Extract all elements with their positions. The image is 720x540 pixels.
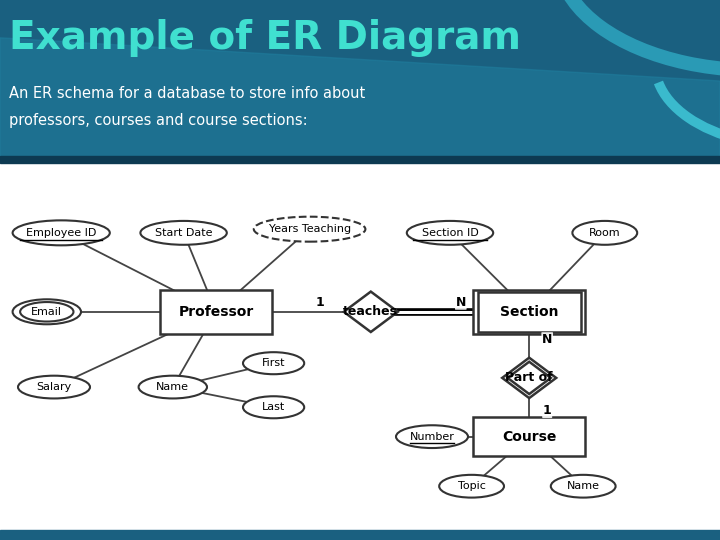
Ellipse shape	[13, 299, 81, 325]
Text: N: N	[456, 296, 466, 309]
Text: Section: Section	[500, 305, 559, 319]
Text: Employee ID: Employee ID	[26, 228, 96, 238]
Text: Room: Room	[589, 228, 621, 238]
Ellipse shape	[439, 475, 504, 497]
Text: Example of ER Diagram: Example of ER Diagram	[9, 19, 521, 57]
Ellipse shape	[13, 220, 110, 245]
Bar	[0, 0, 720, 157]
Text: Course: Course	[502, 430, 557, 444]
Ellipse shape	[551, 475, 616, 497]
Bar	[0, 530, 720, 540]
Ellipse shape	[138, 376, 207, 399]
Ellipse shape	[243, 396, 305, 419]
Bar	[474, 417, 585, 456]
Text: teaches: teaches	[343, 305, 398, 318]
Text: 1: 1	[543, 404, 552, 417]
Text: Last: Last	[262, 402, 285, 412]
Text: Name: Name	[156, 382, 189, 392]
Polygon shape	[0, 38, 720, 157]
Text: Salary: Salary	[37, 382, 71, 392]
Bar	[474, 289, 585, 334]
Bar	[160, 289, 271, 334]
Ellipse shape	[140, 221, 227, 245]
Polygon shape	[508, 362, 551, 394]
Text: professors, courses and course sections:: professors, courses and course sections:	[9, 113, 307, 129]
Text: Email: Email	[31, 307, 63, 317]
Ellipse shape	[18, 376, 90, 399]
Text: 1: 1	[316, 296, 325, 309]
Text: Name: Name	[567, 481, 600, 491]
Text: Start Date: Start Date	[155, 228, 212, 238]
Text: First: First	[262, 358, 285, 368]
Text: Topic: Topic	[458, 481, 485, 491]
Text: An ER schema for a database to store info about: An ER schema for a database to store inf…	[9, 86, 365, 102]
Text: Professor: Professor	[179, 305, 253, 319]
Text: Years Teaching: Years Teaching	[269, 224, 351, 234]
Text: N: N	[542, 333, 552, 346]
Ellipse shape	[572, 221, 637, 245]
Text: Part of: Part of	[505, 372, 553, 384]
Bar	[0, 163, 720, 540]
Ellipse shape	[20, 302, 73, 321]
Bar	[0, 156, 720, 163]
Ellipse shape	[253, 217, 366, 242]
Text: Section ID: Section ID	[422, 228, 478, 238]
Ellipse shape	[396, 426, 468, 448]
Text: Number: Number	[410, 431, 454, 442]
Polygon shape	[503, 357, 556, 398]
Bar	[478, 292, 580, 332]
Polygon shape	[344, 292, 397, 332]
Ellipse shape	[243, 352, 305, 374]
Ellipse shape	[407, 221, 493, 245]
